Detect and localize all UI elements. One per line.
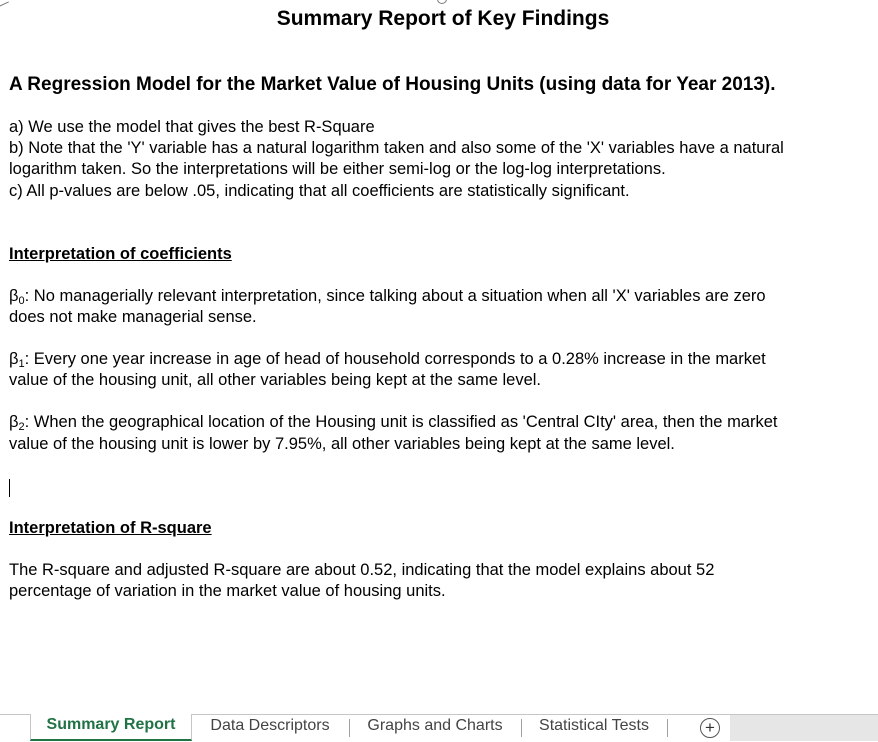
sheet-tab-bar: Summary Report Data Descriptors Graphs a…	[0, 714, 878, 742]
beta2-subscript: 2	[18, 421, 25, 433]
point-c: c) All p-values are below .05, indicatin…	[9, 182, 630, 200]
tab-summary-report[interactable]: Summary Report	[30, 714, 192, 741]
tab-data-descriptors[interactable]: Data Descriptors	[210, 717, 330, 734]
beta2-line2: value of the housing unit is lower by 7.…	[9, 435, 675, 453]
model-heading: A Regression Model for the Market Value …	[9, 74, 776, 95]
point-b-line2: logarithm taken. So the interpretations …	[9, 160, 666, 178]
beta2-line1: β2: When the geographical location of th…	[9, 412, 778, 433]
horizontal-scrollbar-area[interactable]	[730, 715, 878, 741]
point-b-line1: b) Note that the 'Y' variable has a natu…	[9, 139, 784, 157]
beta2-text: : When the geographical location of the …	[24, 413, 778, 431]
beta-symbol: β	[9, 350, 19, 368]
point-a: a) We use the model that gives the best …	[9, 118, 375, 136]
beta1-line1: β1: Every one year increase in age of he…	[9, 349, 766, 370]
rsquare-header: Interpretation of R-square	[9, 519, 212, 537]
text-cursor	[9, 479, 10, 497]
add-sheet-icon[interactable]: +	[700, 718, 720, 738]
tab-scroll-area	[0, 715, 30, 741]
beta1-subscript: 1	[18, 358, 25, 370]
tab-separator	[349, 719, 350, 737]
beta0-line1: β0: No managerially relevant interpretat…	[9, 286, 766, 307]
beta0-subscript: 0	[18, 295, 25, 307]
beta0-line2: does not make managerial sense.	[9, 308, 257, 326]
tab-graphs-and-charts[interactable]: Graphs and Charts	[367, 717, 503, 734]
shape-rotate-handle-fragment	[437, 0, 447, 4]
rsquare-line2: percentage of variation in the market va…	[9, 582, 446, 600]
tab-separator	[667, 719, 668, 737]
report-title: Summary Report of Key Findings	[276, 7, 610, 30]
beta-symbol: β	[9, 287, 19, 305]
worksheet-area[interactable]: Summary Report of Key Findings A Regress…	[0, 0, 878, 714]
beta-symbol: β	[9, 413, 19, 431]
tab-statistical-tests[interactable]: Statistical Tests	[539, 717, 649, 734]
rsquare-line1: The R-square and adjusted R-square are a…	[9, 561, 715, 579]
coefficients-header: Interpretation of coefficients	[9, 245, 232, 263]
beta1-line2: value of the housing unit, all other var…	[9, 371, 541, 389]
tab-separator	[521, 719, 522, 737]
beta0-text: : No managerially relevant interpretatio…	[24, 287, 766, 305]
beta1-text: : Every one year increase in age of head…	[24, 350, 766, 368]
